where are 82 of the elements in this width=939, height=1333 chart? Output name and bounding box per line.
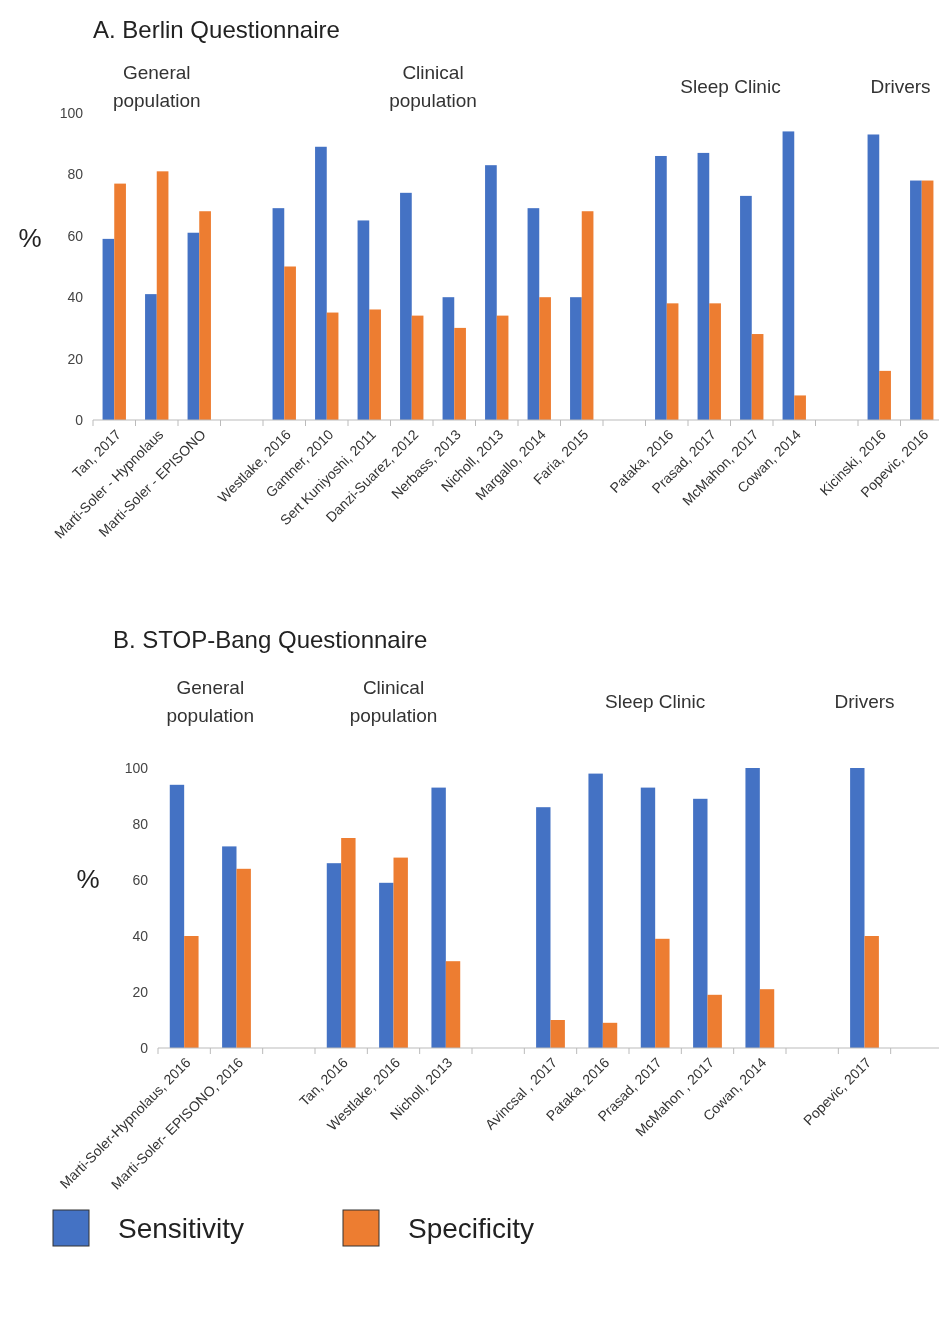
bar: [357, 220, 370, 420]
bar: [315, 146, 327, 420]
bar: [284, 266, 296, 420]
text: General population: [112, 62, 201, 111]
bar: [326, 863, 342, 1048]
bar: [379, 882, 394, 1048]
bar: [879, 370, 891, 420]
bar: [536, 807, 551, 1048]
bar: [707, 994, 722, 1048]
bar: [156, 171, 169, 420]
bar: [550, 1020, 565, 1048]
bar: [867, 134, 880, 420]
text: Clinical population: [349, 677, 438, 726]
y-tick-label: 60: [67, 227, 84, 244]
bar: [236, 868, 251, 1048]
bar: [411, 315, 424, 420]
y-tick-label: 20: [67, 350, 84, 367]
bar: [393, 857, 408, 1048]
bar: [145, 294, 157, 420]
bar: [921, 180, 934, 420]
bar: [693, 798, 708, 1048]
bar: [759, 989, 775, 1048]
y-tick-label: 0: [75, 411, 84, 428]
chart-title: A. Berlin Questionnaire: [93, 16, 340, 43]
y-tick-label: 40: [132, 927, 149, 944]
bar: [539, 297, 551, 420]
bar: [272, 208, 285, 420]
bar: [570, 297, 582, 420]
bar: [114, 183, 126, 420]
y-tick-label: 100: [59, 104, 84, 121]
legend-label: Sensitivity: [118, 1212, 245, 1244]
bar: [666, 303, 679, 420]
text: Clinical population: [389, 62, 477, 111]
text: Sleep Clinic: [680, 76, 781, 97]
bar: [655, 938, 670, 1048]
bar: [655, 155, 667, 420]
text: Sleep Clinic: [605, 691, 706, 712]
text: General population: [166, 677, 255, 726]
bar: [169, 784, 185, 1048]
bar: [850, 768, 865, 1048]
bar: [709, 303, 721, 420]
bar: [326, 312, 339, 420]
bar: [588, 773, 603, 1048]
bar: [454, 327, 466, 420]
bar: [442, 297, 455, 420]
text: Drivers: [870, 76, 931, 97]
bar: [910, 180, 922, 420]
bar: [581, 211, 594, 420]
y-tick-label: 60: [132, 871, 149, 888]
bar: [745, 768, 760, 1048]
chart-title: B. STOP-Bang Questionnaire: [113, 626, 428, 653]
bar: [640, 787, 656, 1048]
bar: [496, 315, 509, 420]
legend-label: Specificity: [408, 1212, 535, 1244]
y-tick-label: 0: [140, 1039, 149, 1056]
bar: [369, 309, 381, 420]
bar: [187, 232, 200, 420]
bar: [102, 238, 115, 420]
text: Drivers: [834, 691, 895, 712]
bar: [794, 395, 806, 420]
bar: [751, 334, 764, 420]
bar: [602, 1022, 618, 1048]
bar: [341, 838, 356, 1048]
y-tick-label: 80: [132, 815, 149, 832]
bar: [485, 165, 497, 420]
bar: [400, 192, 412, 420]
y-axis-title: %: [18, 222, 42, 253]
bar: [445, 961, 461, 1048]
bar: [864, 936, 879, 1048]
y-tick-label: 100: [124, 759, 149, 776]
bar: [431, 787, 446, 1048]
bar: [199, 211, 211, 420]
y-tick-label: 20: [132, 983, 149, 1000]
bar: [782, 131, 795, 420]
bar: [222, 846, 237, 1048]
bar: [184, 936, 199, 1048]
bar: [697, 152, 710, 420]
bar: [527, 208, 540, 420]
y-tick-label: 40: [67, 289, 84, 306]
bar: [740, 195, 752, 420]
y-tick-label: 80: [67, 166, 84, 183]
y-axis-title: %: [76, 864, 100, 894]
